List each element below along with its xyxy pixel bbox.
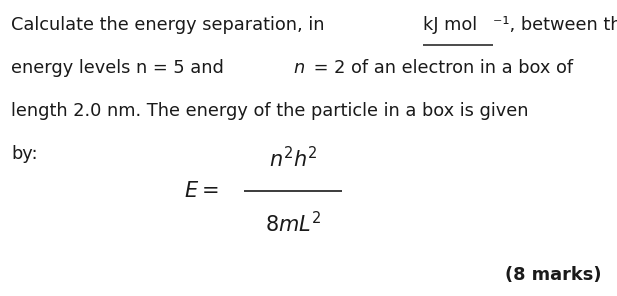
Text: Calculate the energy separation, in: Calculate the energy separation, in [11, 16, 330, 34]
Text: (8 marks): (8 marks) [505, 266, 602, 284]
Text: n: n [293, 59, 304, 77]
Text: $E =$: $E =$ [184, 181, 219, 201]
Text: kJ mol: kJ mol [423, 16, 477, 34]
Text: ⁻¹, between the: ⁻¹, between the [493, 16, 617, 34]
Text: $8mL^2$: $8mL^2$ [265, 211, 321, 236]
Text: by:: by: [11, 145, 38, 163]
Text: length 2.0 nm. The energy of the particle in a box is given: length 2.0 nm. The energy of the particl… [11, 102, 529, 120]
Text: $n^2h^2$: $n^2h^2$ [268, 146, 318, 171]
Text: = 2 of an electron in a box of: = 2 of an electron in a box of [307, 59, 573, 77]
Text: energy levels n = 5 and: energy levels n = 5 and [11, 59, 230, 77]
